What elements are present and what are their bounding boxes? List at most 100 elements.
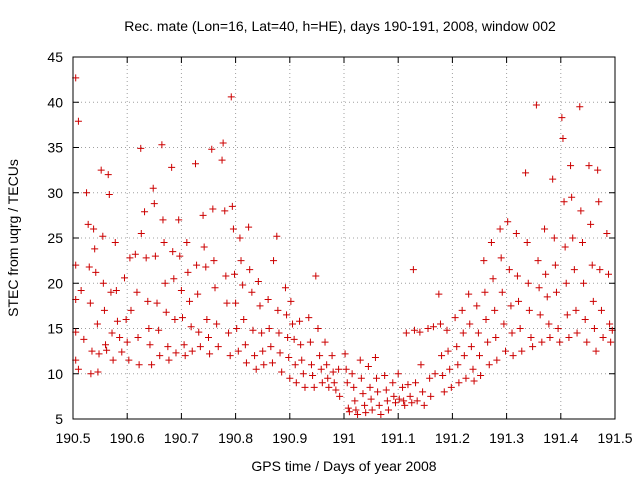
- data-point-0-143: [283, 311, 291, 319]
- data-point-0-155: [299, 370, 307, 378]
- data-point-0-212: [401, 401, 409, 409]
- data-point-0-136: [270, 257, 278, 265]
- data-point-0-121: [245, 223, 253, 231]
- data-point-0-101: [218, 156, 226, 164]
- data-point-0-97: [210, 257, 218, 265]
- data-point-0-107: [226, 352, 234, 360]
- y-axis-ticks: 5 10 15 20 25 30 35 40 45: [47, 49, 615, 427]
- data-point-0-74: [176, 252, 184, 260]
- data-point-0-315: [573, 329, 581, 337]
- data-point-0-325: [589, 297, 597, 305]
- data-point-0-95: [208, 145, 216, 153]
- data-point-0-105: [223, 299, 231, 307]
- data-point-0-202: [382, 386, 390, 394]
- data-point-0-228: [429, 323, 437, 331]
- chart-title: Rec. mate (Lon=16, Lat=40, h=HE), days 1…: [124, 18, 556, 34]
- data-point-0-63: [160, 239, 168, 247]
- data-point-0-89: [199, 211, 207, 219]
- data-point-0-37: [120, 274, 128, 282]
- data-point-0-86: [194, 290, 202, 298]
- data-point-0-102: [219, 139, 227, 147]
- data-point-0-75: [177, 286, 185, 294]
- data-point-0-6: [74, 365, 82, 373]
- data-point-0-179: [343, 379, 351, 387]
- data-point-0-326: [590, 325, 598, 332]
- data-point-0-295: [545, 320, 553, 328]
- data-point-0-48: [137, 229, 145, 237]
- y-tick-label-6: 35: [47, 140, 63, 156]
- data-point-0-125: [251, 352, 259, 360]
- data-point-0-91: [202, 263, 210, 271]
- data-point-0-191: [362, 409, 370, 417]
- data-point-0-299: [551, 261, 559, 269]
- data-point-0-26: [103, 346, 111, 354]
- data-point-0-114: [234, 347, 242, 355]
- data-point-0-82: [187, 323, 195, 331]
- data-point-0-221: [416, 328, 424, 336]
- data-point-0-120: [242, 359, 250, 367]
- data-point-0-319: [580, 279, 588, 287]
- x-tick-label-6: 191.1: [381, 430, 416, 446]
- data-point-0-321: [583, 338, 591, 346]
- data-point-0-233: [439, 372, 447, 380]
- data-point-0-279: [516, 325, 524, 332]
- data-point-0-259: [484, 338, 492, 346]
- data-point-0-130: [259, 347, 267, 355]
- data-point-0-323: [587, 220, 595, 228]
- data-point-0-254: [476, 352, 483, 360]
- data-point-0-31: [109, 356, 117, 364]
- data-point-0-306: [561, 243, 569, 251]
- x-tick-label-7: 191.2: [435, 430, 470, 446]
- data-point-0-182: [348, 370, 356, 378]
- data-point-0-276: [512, 229, 520, 237]
- data-point-0-144: [284, 334, 292, 342]
- data-point-0-85: [193, 261, 201, 269]
- data-point-0-153: [297, 341, 305, 349]
- data-point-0-18: [93, 320, 101, 328]
- data-point-0-124: [249, 326, 257, 334]
- data-point-0-140: [276, 349, 284, 357]
- data-point-0-44: [133, 288, 141, 296]
- data-point-0-302: [556, 338, 564, 346]
- data-point-0-298: [550, 234, 558, 242]
- data-point-0-189: [359, 390, 367, 398]
- data-point-0-187: [356, 356, 364, 364]
- data-point-0-215: [406, 392, 414, 400]
- data-point-0-111: [231, 270, 239, 278]
- data-point-0-327: [592, 347, 600, 355]
- data-point-0-243: [458, 306, 466, 314]
- data-point-0-284: [525, 306, 533, 314]
- data-point-0-134: [267, 343, 275, 351]
- data-point-0-294: [543, 293, 551, 301]
- data-point-0-308: [563, 311, 571, 319]
- data-point-0-289: [535, 284, 543, 292]
- data-point-0-96: [209, 205, 217, 213]
- data-point-0-65: [162, 308, 170, 316]
- data-point-0-286: [529, 343, 537, 351]
- data-point-0-19: [95, 350, 103, 358]
- data-points: [72, 74, 616, 418]
- data-point-0-9: [83, 189, 91, 197]
- data-point-0-135: [268, 359, 276, 367]
- y-tick-label-3: 20: [47, 275, 63, 291]
- data-point-0-277: [513, 272, 521, 280]
- data-point-0-307: [562, 279, 570, 287]
- data-point-0-183: [350, 383, 358, 391]
- data-point-0-290: [536, 311, 544, 319]
- data-point-0-162: [312, 272, 320, 280]
- data-point-0-40: [125, 356, 133, 364]
- data-point-0-240: [453, 343, 461, 351]
- data-point-0-129: [258, 329, 266, 337]
- data-point-0-13: [88, 347, 96, 355]
- data-point-0-68: [168, 163, 176, 171]
- data-point-0-119: [241, 341, 249, 349]
- data-point-0-127: [254, 277, 262, 285]
- data-point-0-200: [377, 410, 385, 418]
- data-point-0-163: [314, 325, 322, 332]
- data-point-0-186: [354, 410, 362, 418]
- data-point-0-262: [489, 275, 497, 283]
- data-point-0-330: [596, 266, 604, 274]
- data-point-0-113: [233, 325, 241, 332]
- data-point-0-245: [460, 352, 468, 360]
- data-point-0-52: [145, 325, 153, 332]
